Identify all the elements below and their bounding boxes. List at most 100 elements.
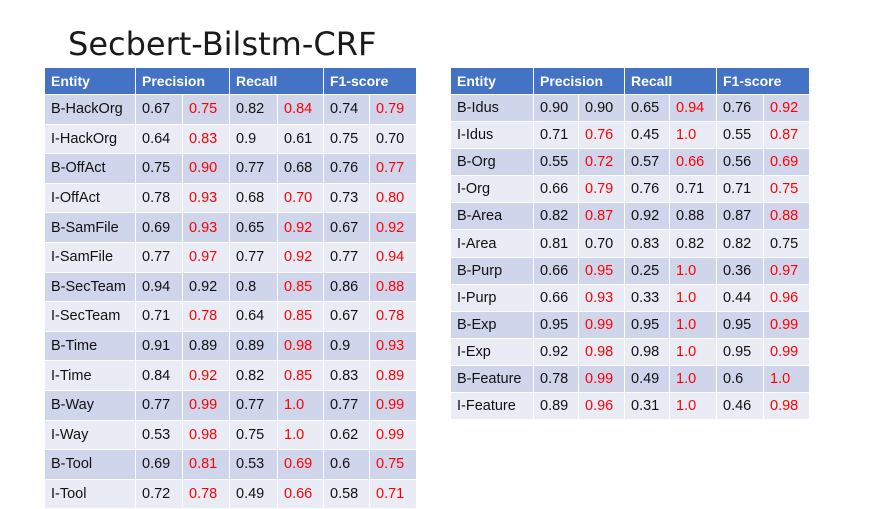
value-cell: 0.99 — [182, 389, 230, 421]
value-cell: 0.82 — [669, 229, 717, 258]
value-cell: 0.81 — [182, 449, 230, 480]
entity-cell: I-Time — [44, 360, 136, 391]
value-cell: 0.79 — [369, 94, 417, 125]
value-cell: 0.66 — [277, 478, 324, 509]
value-cell: 0.55 — [716, 121, 764, 150]
value-cell: 0.98 — [763, 392, 810, 421]
value-cell: 0.6 — [323, 449, 370, 480]
entity-cell: B-Feature — [450, 364, 534, 394]
table-row: I-Feature 0.89 0.96 0.31 1.0 0.46 0.98 — [450, 392, 810, 421]
value-cell: 0.71 — [716, 175, 764, 204]
value-cell: 0.78 — [182, 478, 230, 509]
col-header-entity: Entity — [44, 67, 136, 95]
value-cell: 0.53 — [135, 419, 183, 451]
value-cell: 0.79 — [578, 175, 625, 204]
value-cell: 0.88 — [763, 202, 810, 231]
value-cell: 0.6 — [716, 364, 764, 394]
value-cell: 0.58 — [323, 478, 370, 509]
value-cell: 0.99 — [369, 389, 417, 421]
table-row: B-Purp 0.66 0.95 0.25 1.0 0.36 0.97 — [450, 256, 810, 285]
value-cell: 0.75 — [369, 449, 417, 480]
value-cell: 0.75 — [763, 229, 810, 258]
value-cell: 0.87 — [716, 202, 764, 231]
table-row: I-Idus 0.71 0.76 0.45 1.0 0.55 0.87 — [450, 121, 810, 150]
table-row: I-SamFile 0.77 0.97 0.77 0.92 0.77 0.94 — [44, 241, 417, 273]
value-cell: 0.77 — [323, 241, 370, 273]
entity-cell: I-Idus — [450, 121, 534, 150]
value-cell: 0.78 — [369, 301, 417, 332]
col-header-recall: Recall — [229, 67, 324, 95]
value-cell: 0.92 — [277, 212, 324, 243]
value-cell: 0.70 — [369, 123, 417, 155]
value-cell: 0.67 — [323, 212, 370, 243]
entity-cell: B-Area — [450, 202, 534, 231]
value-cell: 0.70 — [277, 182, 324, 214]
value-cell: 0.66 — [533, 256, 579, 285]
value-cell: 0.97 — [763, 256, 810, 285]
value-cell: 0.94 — [135, 271, 183, 303]
value-cell: 0.82 — [229, 360, 278, 391]
entity-cell: I-SecTeam — [44, 301, 136, 332]
entity-cell: B-SamFile — [44, 212, 136, 243]
value-cell: 0.67 — [135, 94, 183, 125]
col-header-recall: Recall — [624, 67, 717, 95]
table-row: B-Way 0.77 0.99 0.77 1.0 0.77 0.99 — [44, 389, 417, 421]
value-cell: 0.80 — [369, 182, 417, 214]
value-cell: 0.93 — [182, 212, 230, 243]
value-cell: 0.92 — [533, 337, 579, 366]
value-cell: 0.98 — [182, 419, 230, 451]
table-row: I-Purp 0.66 0.93 0.33 1.0 0.44 0.96 — [450, 283, 810, 312]
value-cell: 0.62 — [323, 419, 370, 451]
value-cell: 0.90 — [182, 153, 230, 184]
value-cell: 0.69 — [135, 212, 183, 243]
value-cell: 0.76 — [323, 153, 370, 184]
value-cell: 0.69 — [135, 449, 183, 480]
value-cell: 1.0 — [669, 392, 717, 421]
value-cell: 0.82 — [533, 202, 579, 231]
value-cell: 0.71 — [669, 175, 717, 204]
value-cell: 0.78 — [533, 364, 579, 394]
value-cell: 0.96 — [763, 283, 810, 312]
table-row: I-Way 0.53 0.98 0.75 1.0 0.62 0.99 — [44, 419, 417, 451]
entity-cell: I-Exp — [450, 337, 534, 366]
value-cell: 0.71 — [533, 121, 579, 150]
header-row: Entity Precision Recall F1-score — [450, 67, 810, 95]
value-cell: 0.66 — [669, 148, 717, 177]
value-cell: 0.83 — [323, 360, 370, 391]
value-cell: 0.64 — [135, 123, 183, 155]
value-cell: 0.76 — [716, 93, 764, 123]
value-cell: 0.92 — [182, 271, 230, 303]
value-cell: 0.88 — [369, 271, 417, 303]
table-row: B-Idus 0.90 0.90 0.65 0.94 0.76 0.92 — [450, 93, 810, 123]
value-cell: 0.72 — [578, 148, 625, 177]
table-row: B-Area 0.82 0.87 0.92 0.88 0.87 0.88 — [450, 202, 810, 231]
value-cell: 0.92 — [182, 360, 230, 391]
value-cell: 1.0 — [763, 364, 810, 394]
entity-cell: I-Purp — [450, 283, 534, 312]
value-cell: 0.92 — [277, 241, 324, 273]
value-cell: 0.93 — [578, 283, 625, 312]
value-cell: 0.74 — [323, 94, 370, 125]
entity-cell: I-HackOrg — [44, 123, 136, 155]
value-cell: 0.68 — [277, 153, 324, 184]
value-cell: 0.85 — [277, 360, 324, 391]
value-cell: 0.65 — [624, 93, 670, 123]
value-cell: 0.66 — [533, 283, 579, 312]
value-cell: 0.89 — [533, 392, 579, 421]
value-cell: 0.75 — [182, 94, 230, 125]
value-cell: 0.77 — [229, 389, 278, 421]
value-cell: 0.78 — [135, 182, 183, 214]
value-cell: 1.0 — [277, 389, 324, 421]
value-cell: 0.95 — [578, 256, 625, 285]
value-cell: 0.89 — [369, 360, 417, 391]
value-cell: 0.77 — [323, 389, 370, 421]
entity-cell: B-HackOrg — [44, 94, 136, 125]
value-cell: 0.49 — [624, 364, 670, 394]
value-cell: 0.77 — [229, 153, 278, 184]
value-cell: 1.0 — [669, 283, 717, 312]
col-header-entity: Entity — [450, 67, 534, 95]
value-cell: 0.46 — [716, 392, 764, 421]
entity-cell: I-Feature — [450, 392, 534, 421]
value-cell: 0.94 — [369, 241, 417, 273]
value-cell: 0.95 — [716, 337, 764, 366]
